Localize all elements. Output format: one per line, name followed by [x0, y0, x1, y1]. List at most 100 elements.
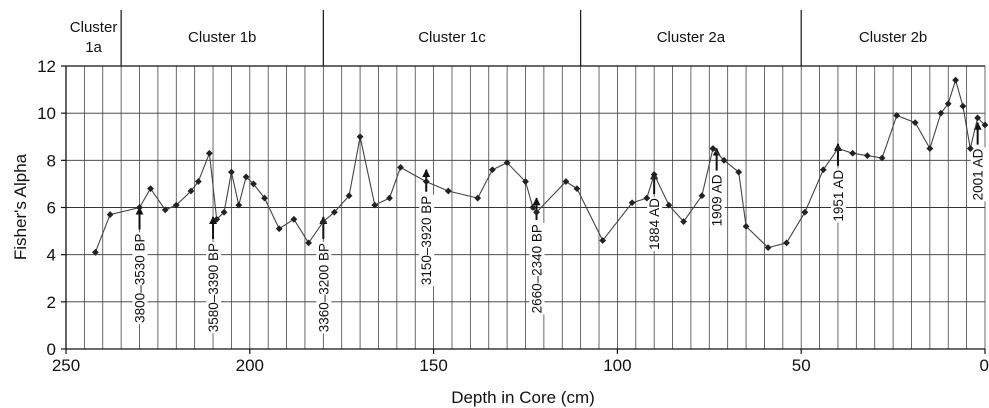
data-point: [952, 76, 959, 84]
data-point: [172, 201, 180, 209]
data-point: [783, 239, 790, 247]
data-point: [599, 237, 607, 244]
annotation-label: 3150–3920 BP: [419, 196, 434, 285]
data-point: [709, 145, 717, 152]
annotation-label: 2660–2340 BP: [530, 224, 545, 313]
y-tick-label: 0: [47, 340, 56, 359]
data-point: [136, 204, 143, 211]
data-point: [650, 171, 658, 178]
cluster-label: Cluster 1c: [418, 29, 486, 46]
data-point: [290, 215, 298, 223]
annotation-label-bg: [419, 194, 435, 287]
x-tick-label: 50: [792, 356, 811, 375]
data-point: [893, 112, 901, 119]
data-point: [106, 211, 114, 218]
cluster-label: Cluster 1b: [188, 29, 256, 46]
data-point: [533, 208, 540, 216]
data-point: [242, 173, 250, 181]
data-point: [397, 164, 404, 171]
x-tick-label: 0: [980, 356, 989, 375]
annotation-label: 3360–3200 BP: [316, 243, 331, 332]
data-point: [474, 194, 482, 202]
data-point: [911, 119, 919, 126]
data-point: [863, 152, 871, 160]
data-point: [801, 208, 809, 216]
data-point: [680, 218, 687, 226]
data-point: [562, 178, 570, 185]
axes: 0 2 4 6 8 10 12 250 200 150 100 50 0: [37, 57, 989, 375]
data-point: [422, 178, 430, 185]
annotation-label-bg: [830, 168, 846, 223]
grid: [66, 65, 986, 349]
data-point: [878, 154, 886, 162]
cluster-label: 1a: [85, 39, 102, 56]
data-point: [643, 194, 651, 202]
y-tick-label: 6: [47, 199, 56, 218]
data-point: [250, 180, 257, 188]
y-tick-label: 8: [47, 151, 56, 170]
data-point: [503, 159, 511, 167]
data-point: [444, 187, 452, 195]
data-point: [628, 199, 636, 207]
annotation-label-bg: [970, 147, 986, 202]
data-point: [205, 149, 213, 157]
data-point: [194, 178, 202, 185]
annotation-label: 2001 AD: [971, 148, 986, 200]
annotation-label: 1909 AD: [710, 174, 725, 226]
data-point: [529, 204, 537, 211]
cluster-label: Cluster 2b: [859, 29, 927, 46]
data-point: [698, 192, 706, 200]
annotation-label: 1951 AD: [831, 170, 846, 222]
data-point: [371, 201, 379, 209]
data-point: [305, 239, 313, 247]
annotation-label: 3800–3530 BP: [133, 234, 148, 323]
annotation-label: 3580–3390 BP: [206, 243, 221, 332]
data-point: [720, 156, 728, 164]
annotation-label-bg: [647, 196, 663, 251]
data-point: [261, 194, 268, 202]
data-point: [974, 114, 982, 122]
data-point: [187, 187, 195, 195]
data-point: [966, 145, 974, 152]
data-point: [235, 201, 243, 209]
cluster-label: Cluster 2a: [657, 29, 726, 46]
y-tick-label: 4: [47, 246, 56, 265]
x-axis-title: Depth in Core (cm): [451, 388, 595, 407]
x-tick-label: 200: [236, 356, 264, 375]
data-point: [356, 133, 364, 141]
x-tick-label: 250: [52, 356, 80, 375]
annotation-label-bg: [709, 173, 725, 228]
annotation-label-bg: [316, 241, 332, 334]
annotation-label: 1884 AD: [647, 198, 662, 250]
data-point: [834, 145, 842, 152]
data-point: [959, 102, 967, 110]
data-point: [926, 145, 934, 152]
annotation-label-bg: [529, 223, 545, 315]
data-point: [573, 185, 581, 193]
data-point: [742, 222, 750, 230]
series: [92, 76, 989, 256]
data-point: [330, 208, 338, 216]
data-point: [522, 178, 529, 185]
x-tick-label: 100: [603, 356, 631, 375]
data-point: [161, 206, 169, 214]
data-point: [665, 201, 673, 209]
data-point: [147, 185, 154, 193]
data-point: [735, 168, 743, 176]
annotation-label-bg: [132, 232, 148, 324]
data-point: [228, 168, 235, 176]
data-point: [849, 149, 857, 157]
data-point: [345, 192, 353, 200]
annotation-label-bg: [206, 241, 222, 334]
y-tick-label: 2: [47, 293, 56, 312]
data-point: [981, 121, 989, 129]
cluster-bands: Cluster 1a Cluster 1b Cluster 1c Cluster 2a C…: [66, 10, 985, 67]
data-point: [489, 166, 496, 174]
data-point: [764, 244, 772, 251]
data-point: [944, 100, 952, 108]
data-point: [275, 225, 283, 233]
y-axis-title: Fisher's Alpha: [11, 153, 30, 260]
data-point: [319, 218, 327, 226]
data-point: [386, 194, 393, 202]
